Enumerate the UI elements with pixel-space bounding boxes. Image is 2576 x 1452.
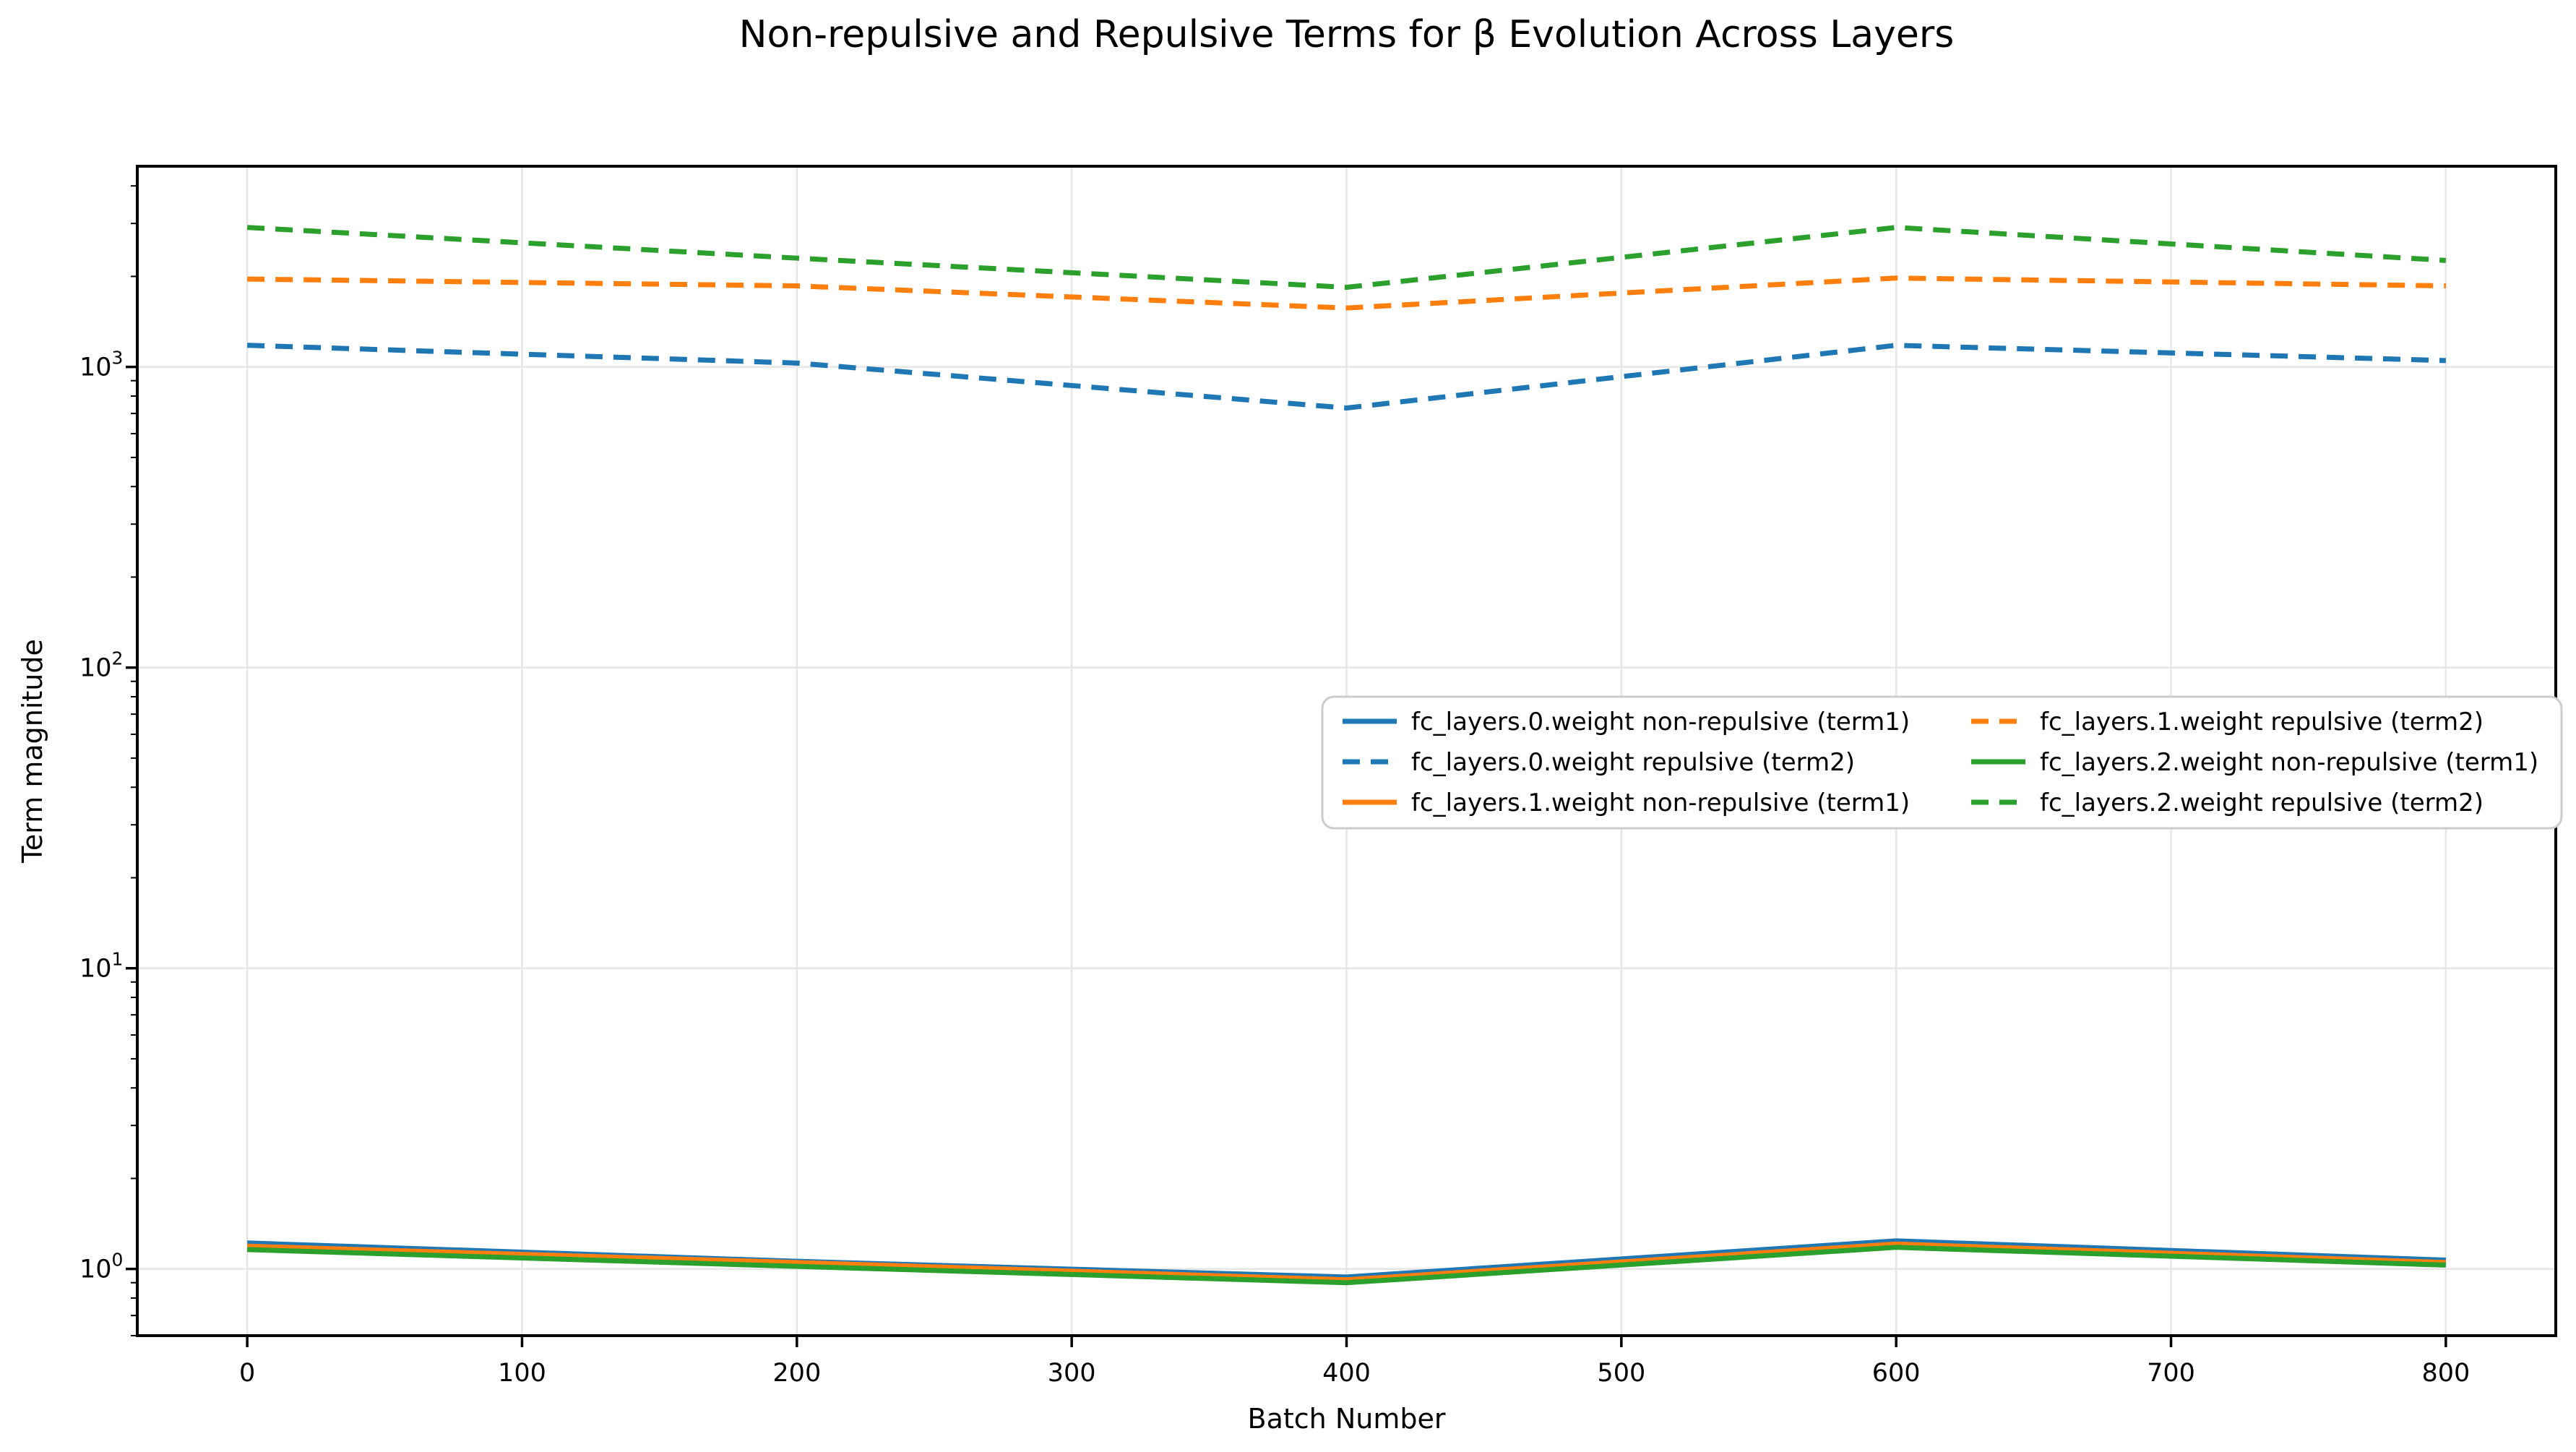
y-tick-label: 103 <box>79 348 123 382</box>
chart-title: Non-repulsive and Repulsive Terms for β … <box>738 13 1955 56</box>
y-tick-label: 101 <box>79 949 123 984</box>
x-tick-label: 700 <box>2147 1359 2195 1388</box>
legend-entry-label: fc_layers.2.weight non-repulsive (term1) <box>2040 748 2538 777</box>
x-tick-label: 600 <box>1872 1359 1921 1388</box>
x-tick-label: 500 <box>1597 1359 1645 1388</box>
legend-entry-label: fc_layers.0.weight repulsive (term2) <box>1411 748 1855 777</box>
x-tick-label: 300 <box>1048 1359 1096 1388</box>
x-tick-label: 400 <box>1322 1359 1371 1388</box>
legend-entry: fc_layers.1.weight repulsive (term2) <box>1971 708 2484 736</box>
series-line-4 <box>247 1245 2446 1286</box>
series-lines <box>246 225 2447 1286</box>
x-axis-label: Batch Number <box>1248 1403 1446 1435</box>
legend: fc_layers.0.weight non-repulsive (term1)… <box>1321 695 2563 830</box>
legend-entry: fc_layers.2.weight repulsive (term2) <box>1971 789 2484 817</box>
y-tick-label: 102 <box>79 648 123 683</box>
legend-box <box>1321 695 2563 830</box>
legend-entry: fc_layers.0.weight repulsive (term2) <box>1343 748 1855 777</box>
series-line-5 <box>246 225 2447 291</box>
legend-entry: fc_layers.1.weight non-repulsive (term1) <box>1343 789 1910 817</box>
legend-entry-label: fc_layers.1.weight repulsive (term2) <box>2040 708 2484 736</box>
x-tick-label: 0 <box>239 1359 255 1388</box>
x-tick-label: 200 <box>772 1359 821 1388</box>
legend-entry-label: fc_layers.0.weight non-repulsive (term1) <box>1411 708 1910 736</box>
series-line-2 <box>247 1241 2446 1283</box>
y-tick-label: 100 <box>79 1250 123 1284</box>
x-tick-label: 800 <box>2421 1359 2470 1388</box>
legend-entry-label: fc_layers.2.weight repulsive (term2) <box>2040 789 2484 817</box>
x-tick-label: 100 <box>498 1359 546 1388</box>
tick-labels: 0 100 200 300 400 500 600 700 800 100 101 102 103 <box>79 348 2470 1388</box>
y-axis-label: Term magnitude <box>17 639 48 864</box>
legend-entry: fc_layers.0.weight non-repulsive (term1) <box>1343 708 1910 736</box>
legend-entry: fc_layers.2.weight non-repulsive (term1) <box>1971 748 2538 777</box>
legend-entry-label: fc_layers.1.weight non-repulsive (term1) <box>1411 789 1910 817</box>
series-line-3 <box>247 275 2446 311</box>
series-line-1 <box>247 343 2446 411</box>
axis-ticks <box>126 185 2447 1347</box>
